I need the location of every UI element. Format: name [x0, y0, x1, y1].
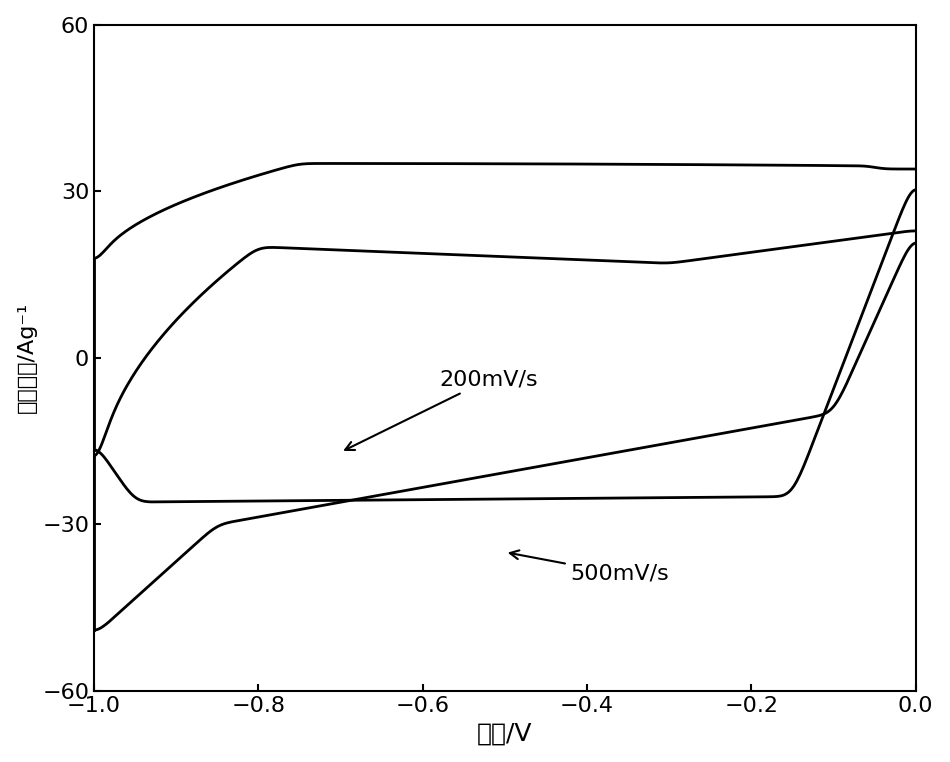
- Text: 200mV/s: 200mV/s: [345, 370, 538, 450]
- X-axis label: 电压/V: 电压/V: [477, 722, 533, 745]
- Y-axis label: 电流密度/Ag⁻¹: 电流密度/Ag⁻¹: [17, 303, 37, 413]
- Text: 500mV/s: 500mV/s: [510, 550, 670, 584]
